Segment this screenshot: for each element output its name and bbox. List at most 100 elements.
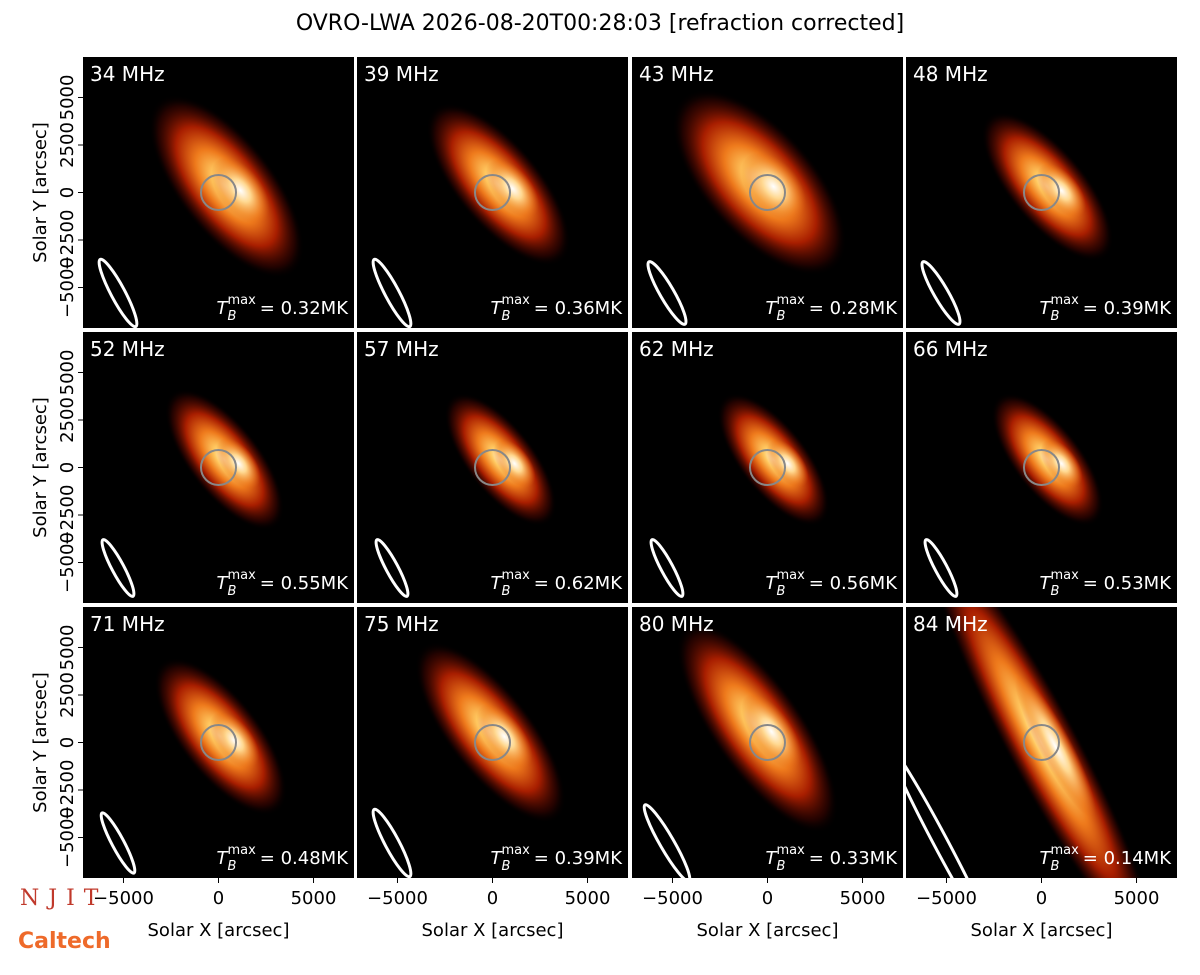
tb-annotation: TBmax = 0.39MK: [1040, 293, 1173, 324]
x-tick-label: −5000: [916, 888, 977, 909]
tb-superscript: max: [1050, 568, 1079, 583]
y-tick-label: 2500: [57, 397, 78, 443]
tb-subscript: B: [1051, 584, 1060, 599]
tb-superscript: max: [1050, 293, 1079, 308]
tb-annotation: TBmax = 0.55MK: [217, 568, 350, 599]
beam: [906, 744, 995, 878]
panel-image: [632, 607, 903, 878]
tb-superscript: max: [227, 568, 256, 583]
panel-title: 34 MHz: [90, 62, 165, 86]
x-tick-label: 0: [1036, 888, 1047, 909]
beam: [642, 803, 692, 878]
y-tick-label: 0: [57, 187, 78, 198]
x-tick-label: 0: [487, 888, 498, 909]
beam: [923, 538, 959, 598]
tb-value: = 0.53MK: [1083, 573, 1172, 594]
panel-title: 80 MHz: [639, 612, 714, 636]
panel: 43 MHz TBmax = 0.28MK: [632, 57, 903, 328]
tb-value: = 0.14MK: [1083, 848, 1172, 869]
x-tick-label: 5000: [291, 888, 337, 909]
tb-superscript: max: [776, 843, 805, 858]
tb-superscript: max: [501, 843, 530, 858]
emission-core: [740, 152, 807, 221]
tb-value: = 0.32MK: [260, 298, 349, 319]
tb-value: = 0.39MK: [534, 848, 623, 869]
tb-symbol: T: [766, 298, 779, 319]
panel-image: [632, 332, 903, 603]
tb-symbol: T: [217, 848, 230, 869]
tb-symbol: T: [217, 573, 230, 594]
tb-subscript: B: [502, 584, 511, 599]
solar-disk: [200, 174, 237, 211]
emission-core: [741, 693, 802, 770]
x-tick-label: 0: [762, 888, 773, 909]
y-axis-label: Solar Y [arcsec]: [30, 397, 51, 538]
tb-superscript: max: [501, 293, 530, 308]
tb-superscript: max: [227, 843, 256, 858]
panel-title: 43 MHz: [639, 62, 714, 86]
tb-symbol: T: [766, 573, 779, 594]
solar-disk: [1023, 174, 1060, 211]
panel-image: [357, 57, 628, 328]
panel-image: [83, 607, 354, 878]
panel: 62 MHz TBmax = 0.56MK: [632, 332, 903, 603]
emission-core: [476, 704, 533, 769]
panel-image: [83, 57, 354, 328]
logo-njit: NJIT: [20, 886, 107, 911]
panel-image: [83, 332, 354, 603]
tb-symbol: T: [1040, 298, 1053, 319]
y-tick-label: 2500: [57, 672, 78, 718]
x-tick-label: −5000: [642, 888, 703, 909]
tb-symbol: T: [217, 298, 230, 319]
tb-annotation: TBmax = 0.28MK: [766, 293, 899, 324]
beam: [920, 260, 962, 326]
panel-image: [906, 607, 1177, 878]
tb-annotation: TBmax = 0.32MK: [217, 293, 350, 324]
tb-symbol: T: [491, 848, 504, 869]
beam: [371, 257, 413, 328]
tb-subscript: B: [777, 859, 786, 874]
figure-title: OVRO-LWA 2026-08-20T00:28:03 [refraction…: [296, 11, 904, 36]
x-axis-label: Solar X [arcsec]: [971, 920, 1113, 941]
tb-subscript: B: [502, 309, 511, 324]
tb-value: = 0.55MK: [260, 573, 349, 594]
y-tick-label: −2500: [57, 760, 78, 821]
solar-disk: [474, 174, 511, 211]
tb-superscript: max: [776, 293, 805, 308]
tb-symbol: T: [766, 848, 779, 869]
x-tick-label: 5000: [840, 888, 886, 909]
panel: 39 MHz TBmax = 0.36MK: [357, 57, 628, 328]
tb-annotation: TBmax = 0.33MK: [766, 843, 899, 874]
y-tick-label: 0: [57, 737, 78, 748]
y-tick-label: −5000: [57, 532, 78, 593]
tb-symbol: T: [1040, 848, 1053, 869]
x-tick-label: 0: [213, 888, 224, 909]
tb-value: = 0.39MK: [1083, 298, 1172, 319]
beam: [371, 807, 413, 878]
beam: [100, 538, 136, 598]
solar-disk: [749, 724, 786, 761]
tb-value: = 0.56MK: [809, 573, 898, 594]
y-tick-label: −2500: [57, 210, 78, 271]
tb-value: = 0.33MK: [809, 848, 898, 869]
panel-title: 75 MHz: [364, 612, 439, 636]
solar-disk: [474, 724, 511, 761]
solar-disk: [749, 174, 786, 211]
tb-annotation: TBmax = 0.62MK: [491, 568, 624, 599]
panel-image: [632, 57, 903, 328]
x-axis-label: Solar X [arcsec]: [697, 920, 839, 941]
emission-core: [1040, 439, 1083, 488]
tb-subscript: B: [228, 309, 237, 324]
tb-subscript: B: [228, 859, 237, 874]
tb-symbol: T: [491, 573, 504, 594]
tb-superscript: max: [227, 293, 256, 308]
x-tick-label: −5000: [93, 888, 154, 909]
y-tick-label: 5000: [57, 350, 78, 396]
panel-title: 57 MHz: [364, 337, 439, 361]
solar-disk: [1023, 724, 1060, 761]
panel-title: 39 MHz: [364, 62, 439, 86]
tb-annotation: TBmax = 0.39MK: [491, 843, 624, 874]
